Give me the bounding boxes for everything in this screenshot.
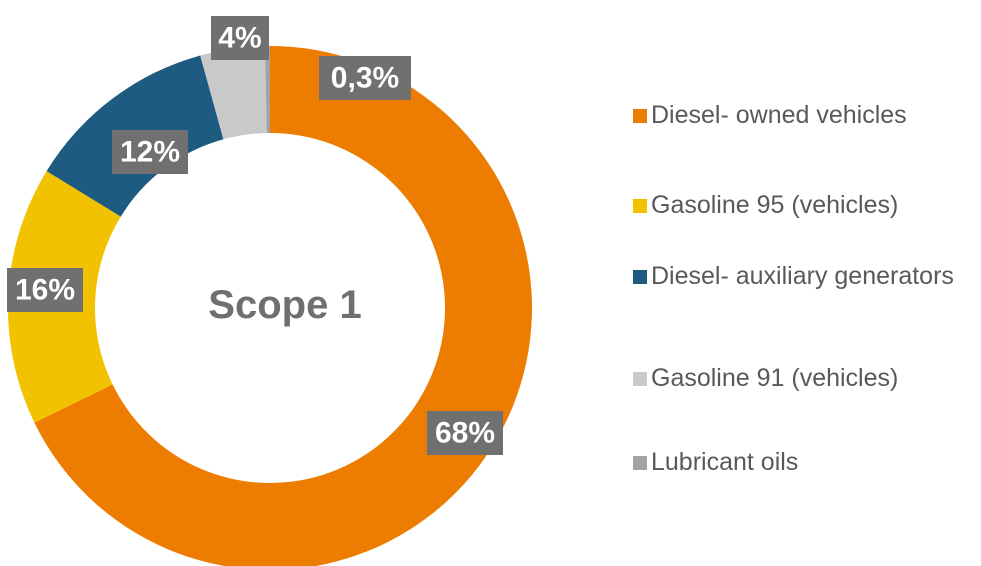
legend-swatch	[633, 199, 647, 213]
legend-label: Diesel- auxiliary generators	[651, 262, 954, 290]
legend-label: Diesel- owned vehicles	[651, 101, 907, 129]
data-label: 0,3%	[331, 62, 399, 95]
slice	[265, 46, 270, 134]
label-box	[319, 56, 411, 100]
label-box	[7, 268, 83, 312]
data-label: 68%	[435, 417, 495, 450]
chart-title: Scope 1	[208, 283, 361, 327]
label-box	[112, 130, 188, 174]
label-box	[427, 411, 503, 455]
legend-swatch	[633, 109, 647, 123]
legend-label: Lubricant oils	[651, 448, 799, 476]
label-box	[211, 16, 269, 60]
legend-swatch	[633, 270, 647, 284]
data-label: 16%	[15, 274, 75, 307]
data-label: 4%	[218, 22, 261, 55]
slice	[200, 46, 267, 140]
legend-swatch	[633, 372, 647, 386]
legend-label: Gasoline 91 (vehicles)	[651, 364, 899, 392]
data-label: 12%	[120, 136, 180, 169]
legend-swatch	[633, 456, 647, 470]
legend-label: Gasoline 95 (vehicles)	[651, 191, 899, 219]
slice	[34, 46, 532, 566]
